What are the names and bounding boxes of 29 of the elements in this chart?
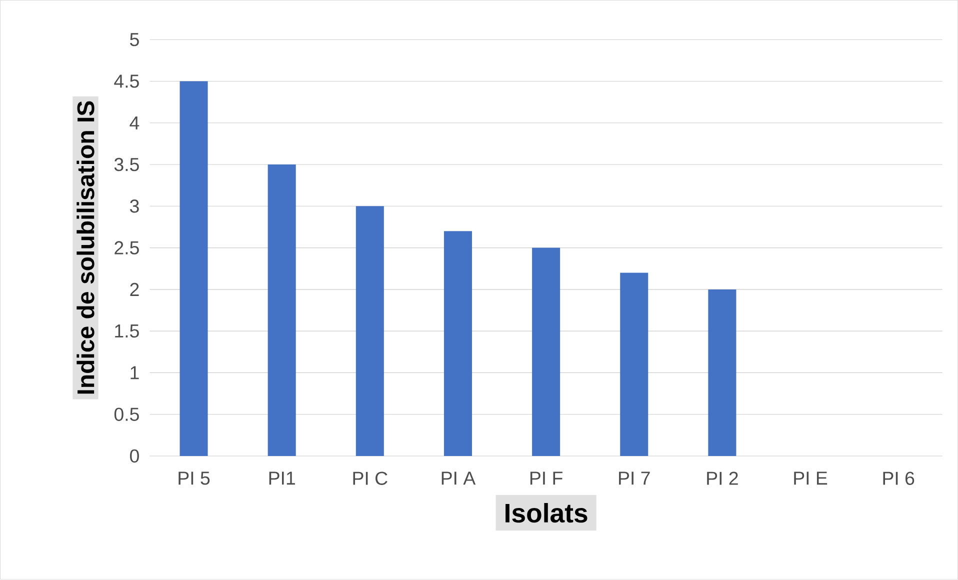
x-tick-label: PI E: [794, 472, 828, 485]
bar: [444, 231, 472, 456]
y-tick-label: 2.5: [114, 241, 139, 255]
x-tick-label: PI F: [530, 472, 562, 485]
y-tick-label: 2: [130, 283, 139, 296]
y-tick-label: 5: [130, 33, 139, 46]
y-tick-label: 1: [130, 366, 139, 380]
x-tick-label: PI C: [353, 472, 388, 486]
x-tick-label: PI1: [269, 472, 295, 485]
x-tick-label: PI 7: [619, 472, 650, 485]
y-tick-label: 1.5: [115, 324, 139, 338]
bar: [532, 248, 560, 456]
x-tick-label: PI 6: [883, 472, 914, 486]
bar: [180, 81, 208, 456]
y-tick-label: 0.5: [114, 408, 139, 422]
x-tick-label: PI 5: [178, 472, 210, 485]
y-tick-label: 4: [130, 116, 140, 130]
y-tick-label: 0: [130, 450, 139, 463]
x-tick-label: PI A: [442, 472, 476, 485]
y-tick-label: 3.5: [114, 158, 139, 172]
y-tick-label: 4.5: [114, 74, 139, 88]
x-tick-label: PI 2: [707, 472, 738, 485]
bar: [356, 206, 384, 456]
bar: [708, 290, 736, 456]
x-axis-title: Isolats: [506, 503, 588, 523]
bar: [268, 164, 296, 456]
y-axis-title: Indice de solubilisation IS: [76, 101, 94, 394]
y-tick-label: 3: [130, 200, 139, 213]
bar: [620, 272, 648, 456]
